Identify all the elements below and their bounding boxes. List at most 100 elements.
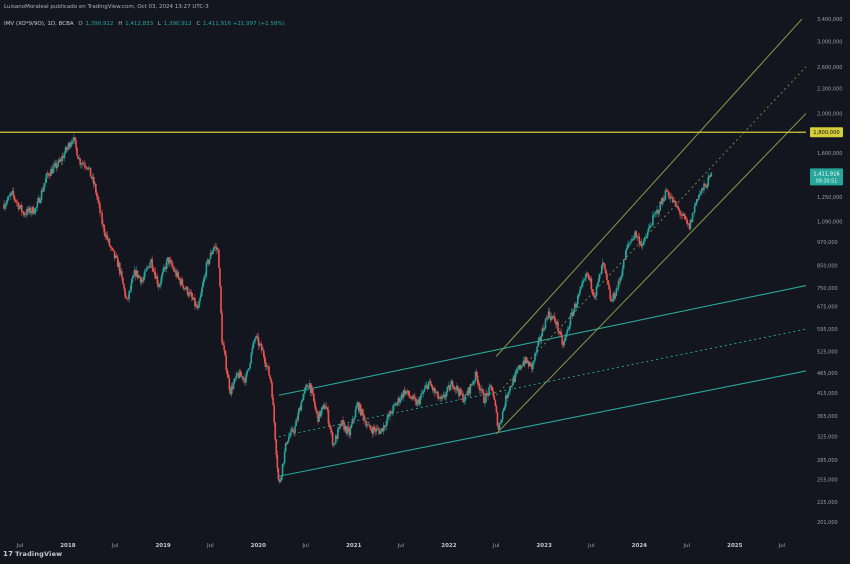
candle-body [389,411,391,417]
candle-body [59,159,62,162]
candle [114,254,117,259]
candle-body [663,199,666,201]
candle-body [451,381,454,387]
candle [668,192,671,200]
candle-body [61,156,64,161]
candle-body [323,404,326,410]
time-tick-label: 2022 [441,543,456,549]
candle-body [520,366,523,369]
candle-body [333,443,336,445]
candle [705,183,707,189]
time-tick-label: Jul [301,543,309,549]
candle-body [695,199,698,204]
candle-body [599,273,602,275]
candle [499,419,502,424]
candle-body [31,206,33,213]
candle [576,293,579,308]
candle-body [56,165,59,169]
candle-body [199,297,201,302]
price-axis[interactable]: 3,400,000 3,000,000 2,600,000 2,300,000 2,00… [817,17,842,526]
candle-body [155,276,158,279]
candle [390,409,392,414]
candle-body [64,147,67,154]
candle-body [253,339,256,342]
candle [666,188,669,192]
candle [406,388,409,396]
candle-body [394,404,397,405]
candle [236,372,239,375]
candle-body [103,225,105,233]
candle [326,406,329,413]
candle-body [681,215,683,216]
candle [28,205,30,215]
candle-body [349,427,352,436]
candle [342,416,344,426]
candle [497,423,500,433]
candle [91,173,94,183]
candle-body [260,344,263,351]
candle [518,364,521,371]
candle-body [332,443,335,445]
candle-body [519,365,522,369]
candle-body [564,337,567,342]
candle [48,172,50,179]
candle [530,362,532,367]
candle [116,254,119,267]
candle [459,388,461,398]
candle [295,417,297,427]
time-axis[interactable]: Jul 2018 Jul 2019 Jul 2020 Jul 2021 Jul 2022 Jul 20… [16,543,786,549]
candle [343,420,345,433]
candle-body [197,307,199,309]
resistance-price-badge: 1,800,000 [810,127,843,138]
candle-body [558,331,560,334]
candle [98,196,100,208]
tradingview-logo[interactable]: 17 TradingView [3,550,62,558]
candle [389,410,391,421]
candle-body [431,387,434,391]
channel-0-middle-line [278,328,807,438]
candle-body [120,271,122,274]
candle [346,424,349,438]
candle [136,270,139,280]
candle [61,152,64,166]
candle [709,174,712,179]
candle-body [184,288,187,290]
candle-body [409,395,411,397]
candle [630,239,632,245]
candle-body [47,173,49,174]
candle-body [92,177,95,185]
channel-0-lower-line [278,370,807,477]
candle [597,275,600,288]
candle [200,289,202,298]
candle [89,167,92,177]
candle [562,340,564,349]
candle-body [16,202,19,203]
candle-body [600,265,603,274]
candle-body [619,277,622,282]
candle [95,182,97,195]
candle [176,269,178,278]
candle-body [256,336,259,338]
candle [293,430,295,437]
candle [617,277,620,293]
candle-body [174,270,176,272]
symbol-ohlc-legend: IMV (XO*9/9O), 1D, BCBA O 1,390,912 H 1,… [4,21,285,27]
candle [582,277,584,288]
time-tick-label: Jul [206,543,214,549]
candle [18,204,21,210]
candle-body [96,192,98,197]
candle-body [630,241,632,243]
symbol-label[interactable]: IMV (XO*9/9O), 1D, BCBA [4,21,74,27]
candle-body [472,381,475,385]
candle-body [97,196,99,201]
candle [329,424,332,435]
candle-body [228,377,231,390]
candle-body [279,479,282,482]
candle [23,210,25,218]
candle-body [439,397,441,399]
candle [102,219,104,229]
candle-body [23,211,25,216]
candle-body [272,397,274,406]
candle-body [375,428,378,432]
